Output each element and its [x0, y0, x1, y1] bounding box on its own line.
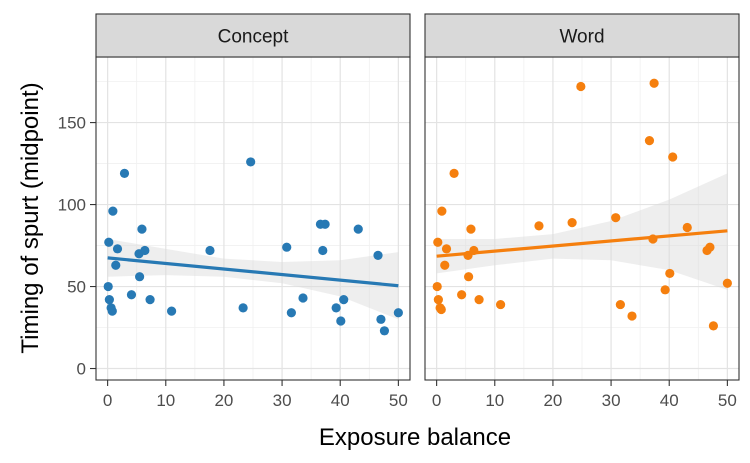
data-point	[457, 290, 467, 300]
data-point	[567, 217, 577, 228]
y-tick-label: 100	[58, 196, 86, 215]
x-tick-label: 50	[389, 391, 408, 410]
data-point	[107, 306, 117, 316]
data-point	[320, 219, 330, 229]
panels-layer: 0 50 100 150 Concept 0 10 20 30 40 50 Word 0 10 20 30 40…	[58, 13, 740, 410]
y-axis-title: Timing of spurt (midpoint)	[17, 82, 44, 353]
data-point	[432, 281, 442, 292]
data-point	[474, 295, 484, 305]
regression-line	[436, 229, 728, 258]
data-point	[205, 245, 215, 256]
data-point	[576, 81, 586, 92]
y-tick-label: 150	[58, 114, 86, 133]
data-point	[433, 237, 443, 247]
data-point	[437, 206, 447, 216]
data-point	[246, 157, 256, 167]
data-point	[433, 295, 443, 305]
x-tick-label: 20	[543, 391, 562, 410]
facet-strip-label: Word	[559, 27, 604, 48]
data-point	[126, 290, 137, 300]
facet-panel-word: Word 0 10 20 30 40 50	[424, 13, 740, 410]
data-point	[104, 237, 114, 247]
data-point	[376, 314, 386, 324]
data-point	[436, 304, 446, 315]
confidence-band	[436, 173, 728, 290]
data-point	[627, 311, 637, 321]
data-point	[282, 242, 292, 252]
data-point	[339, 295, 349, 305]
x-tick-label: 0	[432, 391, 441, 410]
data-point	[379, 326, 390, 336]
data-point	[534, 221, 544, 231]
data-point	[135, 272, 145, 282]
data-point	[611, 213, 621, 223]
data-point	[331, 303, 341, 313]
x-axis-title: Exposure balance	[319, 424, 511, 451]
data-point	[353, 224, 363, 234]
data-point	[649, 78, 659, 88]
x-tick-label: 10	[485, 391, 504, 410]
data-point	[668, 152, 678, 162]
data-point	[103, 281, 113, 292]
y-tick-label: 0	[77, 360, 86, 379]
data-point	[104, 295, 114, 305]
data-point	[137, 224, 147, 234]
data-point	[140, 245, 150, 256]
x-tick-label: 10	[156, 391, 175, 410]
x-tick-label: 50	[718, 391, 737, 410]
data-point	[466, 224, 476, 234]
data-point	[286, 308, 296, 318]
data-point	[495, 299, 506, 310]
data-point	[393, 308, 403, 318]
data-point	[469, 245, 479, 256]
x-tick-label: 30	[602, 391, 621, 410]
data-point	[660, 285, 670, 295]
data-point	[108, 206, 118, 216]
data-point	[111, 260, 121, 270]
data-point	[112, 244, 123, 254]
x-tick-label: 20	[214, 391, 233, 410]
regression-line	[107, 256, 399, 288]
data-point	[644, 136, 655, 146]
data-point	[665, 268, 675, 279]
x-tick-label: 30	[273, 391, 292, 410]
confidence-band	[107, 238, 399, 320]
facet-strip-label: Concept	[218, 27, 289, 48]
data-point	[440, 260, 450, 270]
facet-strip	[424, 13, 740, 58]
x-tick-label: 40	[660, 391, 679, 410]
data-point	[318, 245, 328, 256]
data-point	[145, 295, 155, 305]
data-point	[464, 272, 474, 282]
data-point	[166, 306, 177, 316]
data-point	[449, 168, 459, 179]
data-point	[298, 293, 308, 303]
facet-panel-concept: Concept 0 10 20 30 40 50	[95, 13, 411, 410]
data-point	[682, 222, 692, 233]
x-tick-label: 40	[331, 391, 350, 410]
data-point	[648, 234, 658, 244]
data-point	[336, 316, 346, 326]
data-point	[238, 303, 248, 313]
data-point	[705, 242, 715, 252]
data-point	[708, 321, 719, 331]
data-point	[615, 299, 625, 310]
data-point	[441, 244, 452, 254]
facet-strip	[95, 13, 411, 58]
x-tick-label: 0	[103, 391, 112, 410]
data-point	[722, 278, 732, 288]
data-point	[373, 250, 383, 260]
data-point	[119, 168, 130, 179]
y-tick-label: 50	[67, 278, 86, 297]
